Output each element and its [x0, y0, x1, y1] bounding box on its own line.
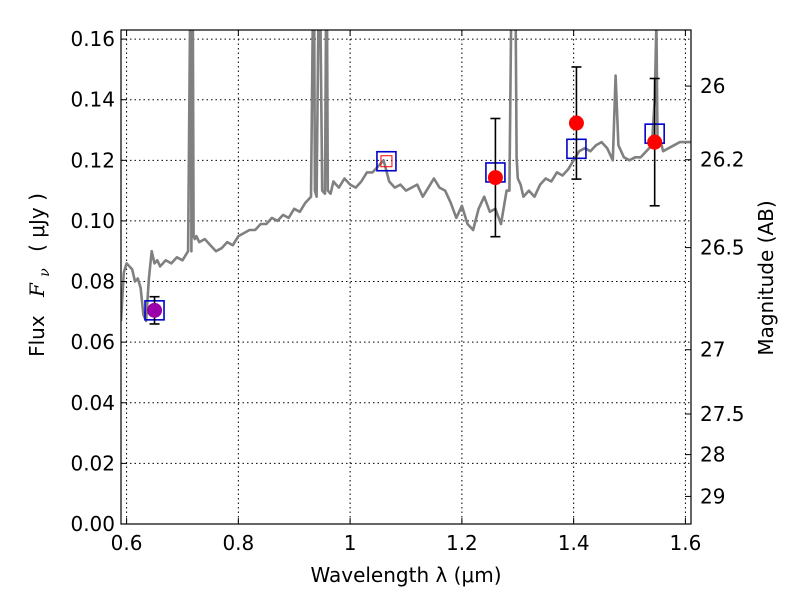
photometry-point [568, 115, 584, 131]
photometry-point [487, 170, 503, 186]
model-inner-marker [380, 155, 393, 168]
y-axis-title-symbol: F [25, 282, 49, 298]
x-tick-label: 1.2 [446, 531, 478, 555]
y2-tick-label: 28 [700, 443, 725, 467]
x-tick-label: 0.6 [111, 531, 143, 555]
y-tick-label: 0.12 [70, 148, 115, 172]
y-tick-label: 0.10 [70, 209, 115, 233]
photometry-point [147, 302, 163, 318]
plot-frame [120, 29, 692, 525]
model-square-marker [376, 150, 397, 172]
y2-tick-label: 26.2 [700, 148, 745, 172]
y-axis-title: Flux F ν ( μJy ) [25, 193, 54, 357]
x-tick-label: 1.4 [558, 531, 590, 555]
axis-ticks [121, 30, 691, 525]
spectrum-line [121, 30, 691, 323]
x-axis-title: Wavelength λ (μm) [310, 563, 501, 587]
spectrum-series [121, 30, 691, 323]
y-tick-label: 0.08 [70, 270, 115, 294]
tick-labels: 0.6 0.8 1 1.2 1.4 1.6 0.00 0.02 0.04 0.06 0.08 0.10… [70, 27, 744, 555]
y-tick-label: 0.16 [70, 27, 115, 51]
grid-lines [121, 30, 691, 525]
y2-tick-label: 26 [700, 74, 725, 98]
x-tick-label: 1.6 [670, 531, 702, 555]
y2-axis-title: Magnitude (AB) [754, 200, 778, 355]
photometry-point [647, 134, 663, 150]
y-tick-label: 0.02 [70, 451, 115, 475]
y-tick-label: 0.06 [70, 330, 115, 354]
photometry-series [147, 66, 663, 325]
y-tick-label: 0.00 [70, 512, 115, 536]
y-axis-title-subscript: ν [37, 268, 53, 277]
x-tick-label: 0.8 [222, 531, 254, 555]
y2-tick-label: 29 [700, 484, 725, 508]
y-tick-label: 0.14 [70, 88, 115, 112]
y2-tick-label: 26.5 [700, 236, 745, 260]
y-axis-title-unit: ( μJy ) [25, 193, 49, 252]
y-axis-title-prefix: Flux [25, 315, 49, 357]
model-series [144, 123, 665, 321]
x-tick-label: 1 [344, 531, 357, 555]
y2-tick-label: 27 [700, 338, 725, 362]
y-tick-label: 0.04 [70, 391, 115, 415]
y2-tick-label: 27.5 [700, 402, 745, 426]
